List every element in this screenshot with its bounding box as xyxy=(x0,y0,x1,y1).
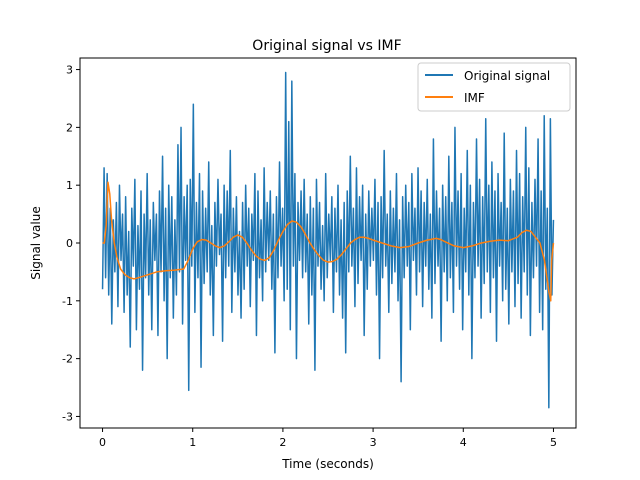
legend-label-imf: IMF xyxy=(464,91,485,105)
y-tick-label: -1 xyxy=(62,295,73,308)
y-tick-label: 1 xyxy=(66,179,73,192)
x-axis-ticks: 0 1 2 3 4 5 xyxy=(99,428,557,449)
y-tick-label: 2 xyxy=(66,121,73,134)
y-tick-label: 0 xyxy=(66,237,73,250)
y-axis-ticks: -3 -2 -1 0 1 2 3 xyxy=(62,64,80,423)
y-tick-label: -3 xyxy=(62,410,73,423)
legend-label-original-signal: Original signal xyxy=(464,69,550,83)
legend: Original signal IMF xyxy=(417,62,571,112)
y-tick-label: 3 xyxy=(66,64,73,77)
y-tick-label: -2 xyxy=(62,353,73,366)
x-tick-label: 1 xyxy=(189,436,196,449)
x-axis-label: Time (seconds) xyxy=(281,457,374,471)
x-tick-label: 4 xyxy=(460,436,467,449)
series-layer xyxy=(101,71,555,409)
legend-box xyxy=(417,62,571,112)
x-tick-label: 0 xyxy=(99,436,106,449)
series-line-original-signal xyxy=(101,71,555,409)
x-tick-label: 3 xyxy=(370,436,377,449)
x-tick-label: 2 xyxy=(279,436,286,449)
y-axis-label: Signal value xyxy=(29,206,43,279)
chart-title: Original signal vs IMF xyxy=(252,38,401,54)
series-line-imf xyxy=(102,181,555,302)
x-tick-label: 5 xyxy=(550,436,557,449)
